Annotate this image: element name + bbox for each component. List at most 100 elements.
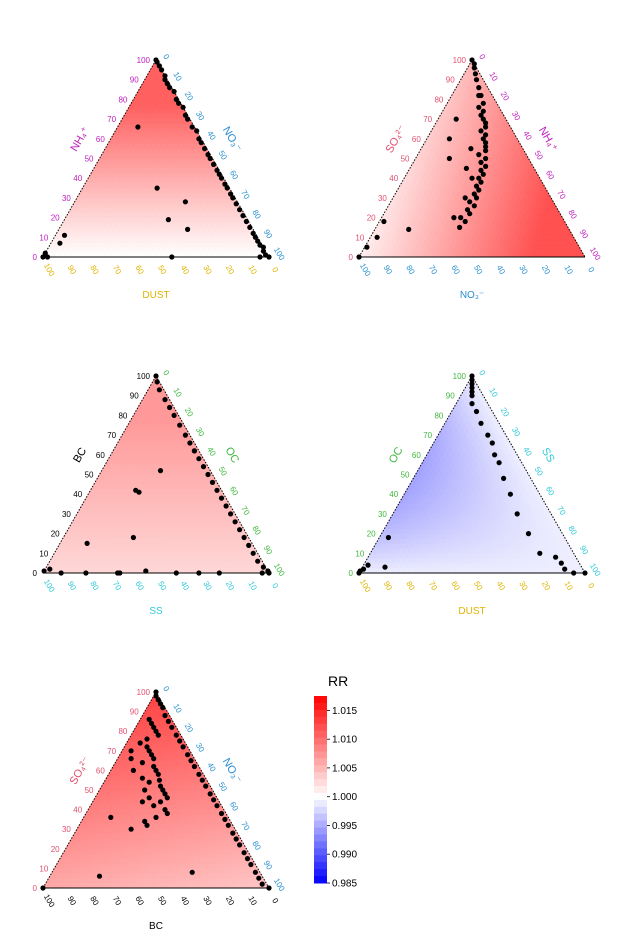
left-tick-label: 70 (423, 115, 432, 124)
data-point (173, 96, 179, 102)
data-point (162, 73, 168, 79)
data-point (176, 100, 182, 106)
data-point (374, 234, 380, 240)
left-axis-title: NH₄⁺ (68, 125, 92, 154)
data-point (61, 232, 68, 238)
right-tick-label: 0 (161, 53, 171, 62)
data-point (472, 71, 478, 77)
right-tick-label: 40 (521, 129, 534, 142)
data-point (468, 146, 474, 152)
data-point (480, 136, 486, 142)
right-tick-label: 100 (588, 246, 603, 263)
left-tick-label: 60 (96, 135, 105, 144)
data-point (483, 120, 489, 126)
data-point (185, 116, 191, 122)
data-point (381, 218, 387, 225)
data-point (233, 201, 239, 207)
data-point (222, 181, 228, 187)
data-point (478, 128, 484, 134)
right-tick-label: 10 (171, 70, 184, 83)
data-point (40, 254, 46, 260)
left-tick-label: 0 (349, 253, 354, 262)
left-tick-label: 30 (62, 194, 71, 203)
data-point (216, 171, 222, 177)
data-point (476, 85, 482, 91)
data-point (202, 146, 208, 152)
bottom-tick-label: 100 (358, 262, 373, 279)
right-tick-label: 50 (533, 149, 546, 162)
data-point (185, 226, 191, 232)
data-point (243, 218, 249, 225)
data-point (471, 65, 477, 71)
data-point (476, 175, 482, 181)
data-point (162, 77, 168, 83)
data-point (458, 215, 464, 221)
data-point (44, 254, 51, 260)
bottom-tick-label: 0 (586, 266, 596, 275)
left-axis-title: SO₄²⁻ (384, 123, 409, 155)
right-tick-label: 70 (239, 189, 252, 202)
data-point (266, 254, 272, 260)
rr-surface (358, 59, 586, 258)
data-point (462, 218, 468, 225)
bottom-tick-label: 20 (540, 264, 553, 277)
right-tick-label: 90 (262, 228, 275, 241)
bottom-tick-label: 30 (517, 264, 530, 277)
bottom-tick-label: 90 (66, 264, 79, 277)
left-tick-label: 40 (389, 174, 398, 183)
data-point (260, 248, 266, 254)
bottom-tick-label: 70 (427, 264, 440, 277)
bottom-axis-title: DUST (142, 290, 169, 301)
bottom-tick-label: 0 (270, 582, 280, 591)
bottom-tick-label: 0 (270, 266, 280, 275)
right-tick-label: 50 (217, 149, 230, 162)
rr-surface (42, 59, 270, 258)
data-point (473, 183, 480, 189)
bottom-tick-label: 90 (382, 264, 395, 277)
data-point (205, 152, 211, 158)
data-point (476, 152, 482, 158)
data-point (471, 203, 477, 209)
data-point (198, 140, 204, 146)
data-point (240, 213, 246, 219)
right-tick-label: 0 (161, 369, 171, 378)
data-point (182, 112, 188, 118)
data-point (247, 224, 253, 230)
left-tick-label: 40 (73, 174, 82, 183)
data-point (451, 215, 457, 221)
bottom-tick-label: 10 (246, 264, 259, 277)
bottom-tick-label: 80 (88, 264, 101, 277)
data-point (446, 136, 452, 142)
left-tick-label: 30 (378, 194, 387, 203)
right-tick-label: 60 (228, 169, 241, 182)
data-point (469, 175, 475, 181)
right-tick-label: 80 (566, 208, 579, 221)
data-point (159, 67, 165, 73)
right-tick-label: 20 (183, 90, 196, 103)
bottom-tick-label: 30 (201, 264, 214, 277)
data-point (180, 104, 186, 110)
left-tick-label: 90 (130, 76, 139, 85)
data-point (165, 217, 171, 223)
data-point (457, 224, 463, 230)
data-point (224, 185, 230, 191)
left-tick-label: 80 (118, 95, 127, 104)
bottom-axis-title: NO₃⁻ (460, 290, 484, 301)
surface-cell (186, 118, 194, 125)
left-tick-label: 50 (85, 155, 94, 164)
data-point (462, 195, 468, 201)
left-edge (42, 59, 157, 258)
left-tick-label: 60 (412, 135, 421, 144)
data-point (478, 167, 484, 173)
data-point (446, 155, 452, 162)
data-point (471, 191, 477, 197)
bottom-tick-label: 50 (472, 264, 485, 277)
data-point (483, 163, 489, 169)
bottom-tick-label: 40 (495, 264, 508, 277)
data-point (476, 92, 482, 99)
data-point (189, 124, 195, 130)
data-point (478, 159, 484, 165)
right-tick-label: 30 (194, 110, 207, 123)
